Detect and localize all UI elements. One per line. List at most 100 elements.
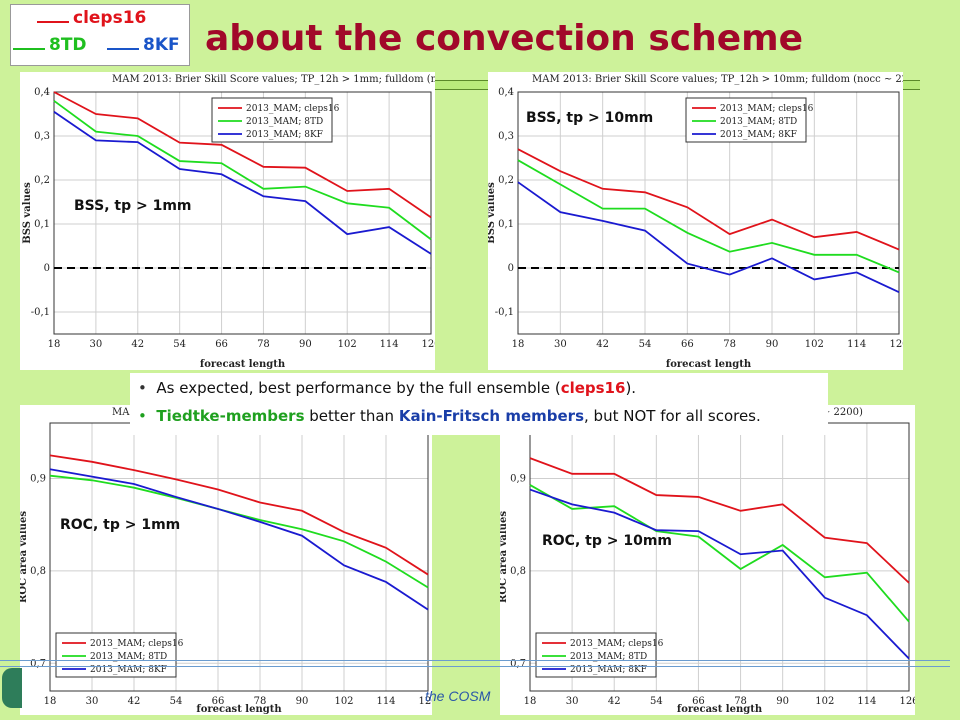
y-tick-label: 0,1 — [34, 219, 50, 230]
chart-svg: ~ 2200) 18 30 42 54 66 78 90 102 114 126 0,7 0,8 0,9 f… — [500, 407, 915, 715]
chart-legend: 2013_MAM; cleps16 2013_MAM; 8TD 2013_MAM; … — [211, 97, 340, 143]
series-line-0 — [53, 91, 432, 219]
legend-item-cleps16: cleps16 — [37, 8, 146, 28]
y-tick-label: 0 — [44, 263, 50, 274]
x-tick-label: 30 — [86, 696, 99, 707]
y-tick-label: 0,2 — [34, 175, 50, 186]
chart-annotation: ROC, tp > 10mm — [542, 533, 672, 549]
y-tick-label: 0,9 — [30, 473, 46, 484]
x-tick-label: 42 — [128, 696, 141, 707]
chart-svg: MAM 2013: Brier Skill Score values; TP_1… — [488, 74, 903, 370]
chart-svg: MAM 2013: Brier Skill Score values; TP_1… — [22, 74, 435, 370]
x-tick-label: 54 — [173, 339, 186, 350]
x-tick-label: 30 — [566, 696, 579, 707]
x-tick-label: 114 — [847, 339, 866, 350]
y-tick-label: 0,7 — [30, 658, 46, 669]
finding-1-part-2: ). — [625, 379, 637, 397]
x-tick-label: 90 — [766, 339, 779, 350]
y-axis-label: ROC area values — [500, 511, 509, 603]
x-tick-label: 126 — [899, 696, 915, 707]
legend-label: 2013_MAM; cleps16 — [246, 104, 340, 114]
legend-label: 2013_MAM; 8TD — [720, 117, 797, 127]
finding-1-part-0: As expected, best performance by the ful… — [156, 379, 561, 397]
y-tick-label: 0,2 — [498, 175, 514, 186]
y-tick-label: -0,1 — [31, 307, 50, 318]
x-axis-label: forecast length — [196, 704, 282, 715]
legend-label: 2013_MAM; 8TD — [570, 652, 647, 662]
y-tick-label: 0,8 — [510, 566, 526, 577]
y-tick-label: 0,3 — [498, 131, 514, 142]
x-tick-label: 126 — [418, 696, 432, 707]
finding-2-part-2: Kain-Fritsch members — [398, 407, 585, 425]
chart-svg: MAM 2013183042546678901021141260,70,80,9… — [20, 407, 432, 715]
plot-frame — [53, 91, 432, 335]
chart-title: ~ 2200) — [822, 407, 863, 418]
legend-label: 2013_MAM; cleps16 — [570, 639, 664, 649]
legend-label: 2013_MAM; 8KF — [246, 130, 323, 140]
chart-legend: 2013_MAM; cleps16 2013_MAM; 8TD 2013_MAM; … — [535, 632, 664, 678]
finding-2: • Tiedtke-members better than Kain-Frits… — [138, 407, 761, 425]
x-tick-label: 42 — [596, 339, 609, 350]
x-tick-label: 78 — [734, 696, 747, 707]
finding-2-part-1: better than — [304, 407, 399, 425]
legend-label: 2013_MAM; 8KF — [570, 665, 647, 675]
x-tick-label: 18 — [48, 339, 61, 350]
series-line-0 — [49, 454, 429, 576]
legend-label-8td: 8TD — [49, 35, 87, 55]
x-tick-label: 18 — [512, 339, 525, 350]
y-tick-label: 0,4 — [498, 87, 514, 98]
finding-2-part-3: , but NOT for all scores. — [584, 407, 761, 425]
x-tick-label: 126 — [421, 339, 435, 350]
finding-1-part-1: cleps16 — [560, 379, 626, 397]
chart-legend: 2013_MAM; cleps16 2013_MAM; 8TD 2013_MAM; … — [685, 97, 814, 143]
logo-icon — [2, 668, 22, 708]
series-line-2 — [49, 468, 429, 611]
bss-chart-1mm: MAM 2013: Brier Skill Score values; TP_1… — [20, 72, 435, 370]
x-tick-label: 102 — [338, 339, 357, 350]
x-tick-label: 42 — [608, 696, 621, 707]
x-tick-label: 66 — [681, 339, 694, 350]
bullet-icon: • — [138, 407, 147, 425]
chart-annotation: ROC, tp > 1mm — [60, 517, 180, 533]
page-title: about the convection scheme — [205, 18, 804, 59]
legend-swatch-8kf — [107, 48, 139, 50]
y-tick-label: 0,8 — [30, 566, 46, 577]
x-tick-label: 54 — [639, 339, 652, 350]
x-tick-label: 66 — [212, 696, 225, 707]
series-line-2 — [529, 488, 910, 660]
legend-item-8td: 8TD — [13, 35, 87, 55]
x-tick-label: 78 — [257, 339, 270, 350]
legend-label: 2013_MAM; 8TD — [90, 652, 167, 662]
plot-frame — [517, 91, 900, 335]
legend-label-cleps16: cleps16 — [73, 8, 147, 28]
x-axis-label: forecast length — [666, 359, 752, 370]
legend-label: 2013_MAM; cleps16 — [720, 104, 814, 114]
legend-item-8kf: 8KF — [107, 35, 180, 55]
legend-swatch-8td — [13, 48, 45, 50]
legend-label: 2013_MAM; 8KF — [720, 130, 797, 140]
roc-chart-10mm: ~ 2200) 18 30 42 54 66 78 90 102 114 126 0,7 0,8 0,9 f… — [500, 405, 915, 715]
x-tick-label: 30 — [554, 339, 567, 350]
legend-label: 2013_MAM; 8KF — [90, 665, 167, 675]
y-tick-label: 0,7 — [510, 658, 526, 669]
series-line-0 — [529, 457, 910, 584]
x-tick-label: 78 — [254, 696, 267, 707]
chart-title: MAM 2013: Brier Skill Score values; TP_1… — [532, 74, 903, 85]
x-tick-label: 126 — [889, 339, 903, 350]
x-tick-label: 102 — [805, 339, 824, 350]
chart-annotation: BSS, tp > 1mm — [74, 198, 192, 214]
y-axis-label: BSS values — [22, 182, 33, 244]
series-line-1 — [517, 159, 900, 274]
chart-annotation: BSS, tp > 10mm — [526, 110, 653, 126]
x-tick-label: 78 — [723, 339, 736, 350]
legend-label-8kf: 8KF — [143, 35, 180, 55]
legend-label: 2013_MAM; 8TD — [246, 117, 323, 127]
scheme-legend: cleps16 8TD 8KF — [10, 4, 190, 66]
findings-box: • As expected, best performance by the f… — [130, 373, 828, 435]
x-tick-label: 114 — [857, 696, 876, 707]
y-tick-label: 0 — [508, 263, 514, 274]
x-tick-label: 114 — [376, 696, 395, 707]
finding-1: • As expected, best performance by the f… — [138, 379, 636, 397]
footer-rule — [0, 660, 950, 667]
x-tick-label: 114 — [380, 339, 399, 350]
